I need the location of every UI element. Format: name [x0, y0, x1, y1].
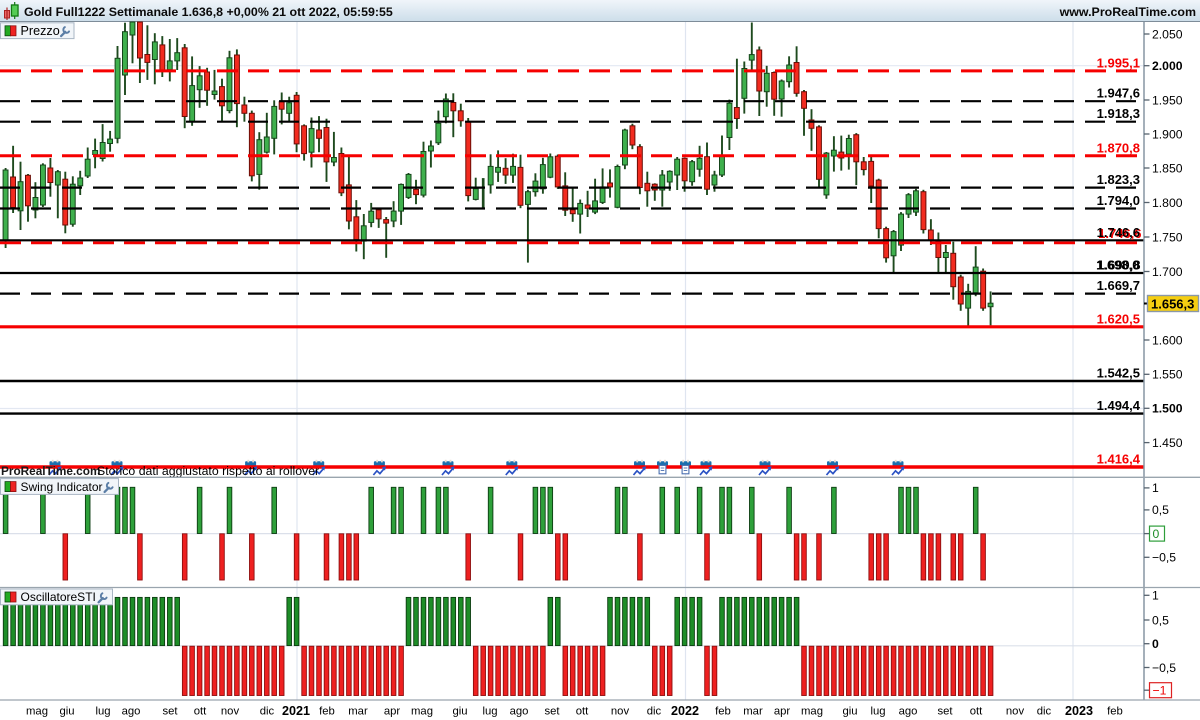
svg-text:1.698,0: 1.698,0 — [1096, 258, 1139, 273]
svg-text:1.918,3: 1.918,3 — [1097, 106, 1140, 121]
svg-text:1.494,4: 1.494,4 — [1097, 398, 1141, 413]
svg-text:1.600: 1.600 — [1152, 333, 1183, 347]
svg-text:mar: mar — [743, 706, 763, 718]
svg-text:1.900: 1.900 — [1152, 127, 1183, 141]
svg-text:1.450: 1.450 — [1152, 436, 1183, 450]
svg-text:feb: feb — [1107, 706, 1123, 718]
svg-text:dic: dic — [260, 706, 275, 718]
svg-text:1.746,6: 1.746,6 — [1098, 226, 1141, 241]
svg-text:−0,5: −0,5 — [1152, 551, 1176, 565]
svg-text:Prezzo: Prezzo — [21, 24, 60, 38]
svg-text:lug: lug — [95, 706, 110, 718]
svg-text:0: 0 — [1152, 637, 1159, 651]
svg-text:apr: apr — [384, 706, 401, 718]
svg-text:set: set — [937, 706, 953, 718]
svg-text:ott: ott — [970, 706, 983, 718]
svg-text:−0,5: −0,5 — [1152, 661, 1176, 675]
svg-text:ago: ago — [510, 706, 529, 718]
svg-text:Storico dati aggiustato rispet: Storico dati aggiustato rispetto ai roll… — [97, 464, 319, 478]
svg-text:1.947,6: 1.947,6 — [1097, 86, 1140, 101]
svg-text:mag: mag — [26, 706, 48, 718]
svg-text:0,5: 0,5 — [1152, 613, 1169, 627]
svg-text:2021: 2021 — [282, 704, 310, 718]
svg-text:apr: apr — [774, 706, 791, 718]
svg-text:ago: ago — [899, 706, 918, 718]
svg-text:feb: feb — [715, 706, 731, 718]
svg-text:dic: dic — [1037, 706, 1052, 718]
svg-text:2.050: 2.050 — [1152, 27, 1183, 41]
svg-text:mag: mag — [801, 706, 823, 718]
svg-text:mag: mag — [411, 706, 433, 718]
svg-text:1.950: 1.950 — [1152, 93, 1183, 107]
svg-text:OscillatoreSTI: OscillatoreSTI — [21, 590, 96, 604]
svg-text:lug: lug — [482, 706, 497, 718]
svg-text:lug: lug — [870, 706, 885, 718]
svg-text:ago: ago — [122, 706, 141, 718]
svg-text:1.823,3: 1.823,3 — [1097, 172, 1140, 187]
svg-text:1.620,5: 1.620,5 — [1097, 311, 1140, 326]
svg-text:nov: nov — [1006, 706, 1025, 718]
svg-text:1.870,8: 1.870,8 — [1097, 140, 1140, 155]
svg-text:1.690,8: 1.690,8 — [1097, 258, 1140, 273]
svg-text:1.500: 1.500 — [1152, 402, 1183, 416]
svg-text:giu: giu — [842, 706, 857, 718]
svg-text:giu: giu — [59, 706, 74, 718]
svg-text:1.800: 1.800 — [1152, 196, 1183, 210]
svg-text:ott: ott — [194, 706, 207, 718]
svg-text:1.750: 1.750 — [1152, 230, 1183, 244]
svg-text:2.000: 2.000 — [1152, 59, 1183, 73]
svg-text:2023: 2023 — [1065, 704, 1093, 718]
svg-text:ProRealTime.com: ProRealTime.com — [1, 464, 100, 478]
svg-text:nov: nov — [611, 706, 630, 718]
svg-text:2022: 2022 — [671, 704, 699, 718]
svg-text:feb: feb — [319, 706, 335, 718]
svg-text:0: 0 — [1153, 527, 1160, 541]
svg-text:Swing Indicator: Swing Indicator — [21, 480, 103, 494]
svg-text:set: set — [162, 706, 178, 718]
svg-text:dic: dic — [647, 706, 662, 718]
svg-text:1.794,0: 1.794,0 — [1097, 193, 1140, 208]
svg-text:1.995,1: 1.995,1 — [1097, 55, 1140, 70]
svg-text:1.550: 1.550 — [1152, 368, 1183, 382]
svg-text:1.746,6: 1.746,6 — [1097, 225, 1140, 240]
svg-text:1: 1 — [1152, 481, 1159, 495]
svg-text:1.700: 1.700 — [1152, 265, 1183, 279]
svg-text:1.416,4: 1.416,4 — [1097, 452, 1141, 467]
svg-text:Gold Full1222 Settimanale 1.63: Gold Full1222 Settimanale 1.636,8 +0,00%… — [24, 5, 393, 19]
svg-text:1: 1 — [1152, 589, 1159, 603]
svg-text:−1: −1 — [1153, 684, 1167, 698]
svg-text:ott: ott — [576, 706, 589, 718]
svg-text:nov: nov — [221, 706, 240, 718]
svg-text:1.656,3: 1.656,3 — [1151, 296, 1194, 311]
svg-text:1.542,5: 1.542,5 — [1097, 366, 1140, 381]
svg-text:0,5: 0,5 — [1152, 503, 1169, 517]
svg-text:1.850: 1.850 — [1152, 161, 1183, 175]
svg-text:mar: mar — [348, 706, 368, 718]
svg-text:1.669,7: 1.669,7 — [1097, 278, 1140, 293]
svg-text:www.ProRealTime.com: www.ProRealTime.com — [1059, 5, 1196, 19]
svg-text:giu: giu — [452, 706, 467, 718]
svg-text:set: set — [544, 706, 560, 718]
